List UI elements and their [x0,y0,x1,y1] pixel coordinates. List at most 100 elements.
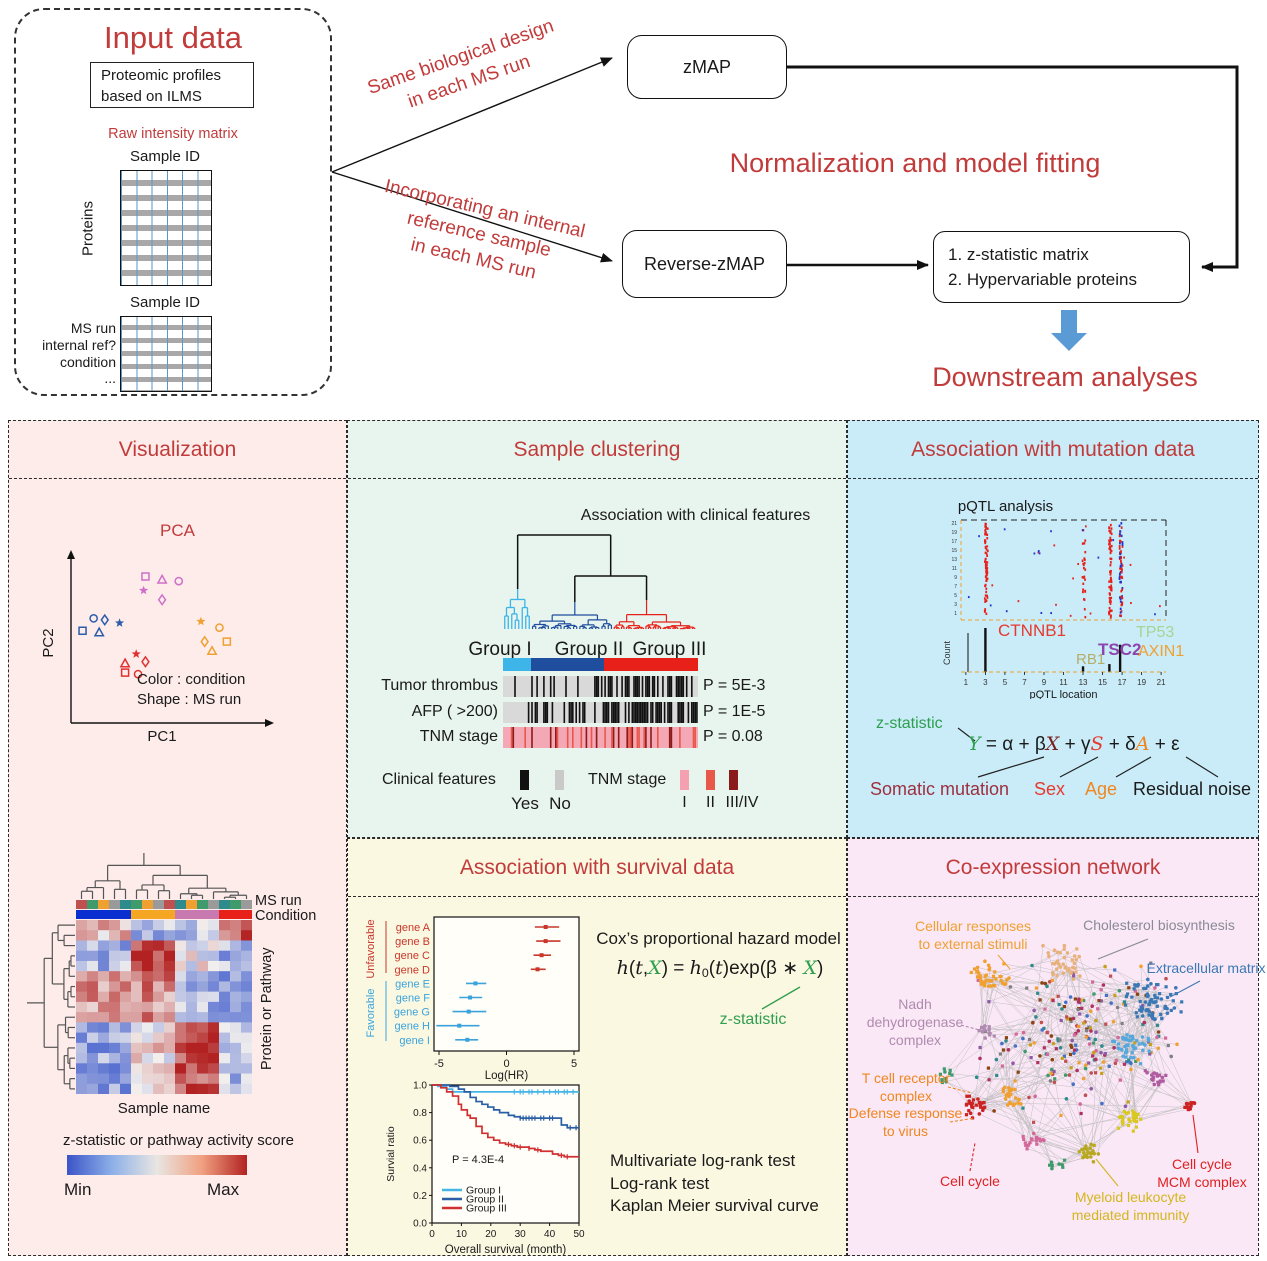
zmap-box: zMAP [627,35,787,99]
svg-text:P = 4.3E-4: P = 4.3E-4 [452,1154,504,1166]
svg-text:0.2: 0.2 [413,1191,427,1202]
svg-text:PC1: PC1 [147,728,176,745]
legend-stage3: III/IV [725,794,759,811]
heatmap-condition-label: Condition [255,908,317,924]
downstream-label: Downstream analyses [932,362,1198,392]
heatmap-msrun-label: MS run [255,893,302,909]
legend-stage3-swatch [729,770,738,790]
svg-text:gene I: gene I [399,1035,430,1047]
label-cell-cycle: Cell cycle [940,1173,1000,1189]
svg-text:7: 7 [1022,678,1027,687]
proteomic-profiles-box: Proteomic profiles based on ILMS [90,62,254,108]
svg-text:11: 11 [952,566,957,572]
svg-text:1: 1 [954,611,957,617]
svg-text:21: 21 [1157,678,1166,687]
svg-text:10: 10 [456,1229,468,1240]
svg-text:9: 9 [1042,678,1047,687]
legend-stage2: II [706,794,715,811]
output-box: 1. z-statistic matrix 2. Hypervariable p… [933,231,1190,303]
group1-label: Group I [468,639,532,660]
legend-tnm-stage: TNM stage [588,771,667,788]
output-line2: 2. Hypervariable proteins [948,270,1137,289]
svg-text:Group II: Group II [466,1194,504,1206]
svg-text:Survial ratio: Survial ratio [385,1126,397,1182]
svg-text:PC2: PC2 [40,628,57,657]
label-extracellular: Extracellular matrix [1146,960,1266,976]
term-sex: Sex [1034,779,1066,799]
svg-text:1: 1 [964,678,969,687]
gene-label-axin1: AXIN1 [1138,643,1185,660]
svg-text:7: 7 [954,584,957,590]
row-label-tumor-thrombus: Tumor thrombus [381,677,498,694]
pca-legend-shape: Shape : MS run [137,691,242,708]
meta-label-ellipsis: ... [104,370,116,386]
mutation-title: Association with mutation data [848,421,1258,479]
raw-intensity-label: Raw intensity matrix [108,126,238,142]
panel-visualization: Visualization PCA PC1 PC2 Color : conditi… [8,420,347,1256]
input-data-box: Input data Proteomic profiles based on I… [14,8,332,396]
sample-id-label-top: Sample ID [129,148,201,165]
svg-text:13: 13 [1079,678,1088,687]
network-title: Co-expression network [848,839,1258,897]
visualization-title: Visualization [9,421,346,479]
svg-text:gene C: gene C [395,950,431,962]
svg-text:19: 19 [1137,678,1146,687]
legend-stage2-swatch [706,770,715,790]
pval-tumor-thrombus: P = 5E-3 [703,677,766,694]
heatmap-left-dendrogram [27,924,75,1090]
panel-network: Co-expression network Cellular responses… [847,838,1266,1256]
pval-tnm: P = 0.08 [703,728,763,745]
forest-plot: gene A gene B gene C gene D gene E gene F gene… [365,916,580,1082]
svg-text:-5: -5 [434,1058,444,1070]
heatmap-row-axis-label: Protein or Pathway [259,947,275,1070]
group2-label: Group II [554,639,624,660]
svg-text:0.0: 0.0 [413,1219,427,1230]
legend-clinical-features: Clinical features [382,771,496,788]
svg-text:Overall survival (month): Overall survival (month) [445,1244,567,1256]
svg-text:Log(HR): Log(HR) [485,1070,529,1082]
legend-yes-swatch [520,770,529,790]
proteomic-line2: based on ILMS [101,88,202,105]
clinical-features-subtitle: Association with clinical features [580,507,811,524]
colorbar-max: Max [207,1180,240,1199]
term-residual-noise: Residual noise [1133,779,1252,799]
meta-label-msrun: MS run [70,320,116,336]
survival-z-statistic: z-statistic [719,1011,787,1028]
legend-no: No [549,794,571,813]
label-myeloid: Myeloid leukocyte mediated immunity [1071,1189,1190,1224]
network-graph [938,938,1201,1187]
svg-text:0.8: 0.8 [413,1108,427,1119]
legend-stage1-swatch [680,770,689,790]
label-cellular-responses: Cellular responses to external stimuli [915,918,1031,953]
svg-text:gene H: gene H [395,1021,431,1033]
survival-title: Association with survival data [348,839,846,897]
svg-text:0: 0 [429,1229,435,1240]
sample-id-label-bottom: Sample ID [129,294,201,311]
group3-label: Group III [632,639,707,660]
term-age: Age [1085,779,1118,799]
svg-text:30: 30 [515,1229,527,1240]
svg-text:Group III: Group III [466,1203,507,1215]
label-mcm: Cell cycle MCM complex [1157,1156,1247,1191]
heatmap-top-dendrogram [80,853,248,899]
tumor-thrombus-barcode [503,676,698,697]
svg-text:50: 50 [573,1229,585,1240]
afp-barcode [503,702,698,723]
downstream-arrow-icon [1051,310,1087,351]
pqtl-title: pQTL analysis [957,498,1054,515]
kaplan-meier-plot: 1.0 0.8 0.6 0.4 0.2 0.00 10 20 30 40 50 Survial rat… [385,1081,585,1257]
svg-text:Favorable: Favorable [365,989,377,1038]
group-color-bar [503,658,698,671]
gene-label-tsc2: TSC2 [1098,640,1142,659]
flow-arrows [331,57,1239,351]
svg-text:15: 15 [1098,678,1107,687]
svg-text:5: 5 [571,1058,577,1070]
row-label-afp: AFP ( >200) [411,703,498,720]
svg-text:20: 20 [485,1229,497,1240]
label-nadh: Nadh dehydrogenase complex [866,996,964,1049]
row-label-tnm: TNM stage [419,728,498,745]
colorbar-min: Min [64,1180,92,1199]
arrow-to-zmap [331,57,613,173]
